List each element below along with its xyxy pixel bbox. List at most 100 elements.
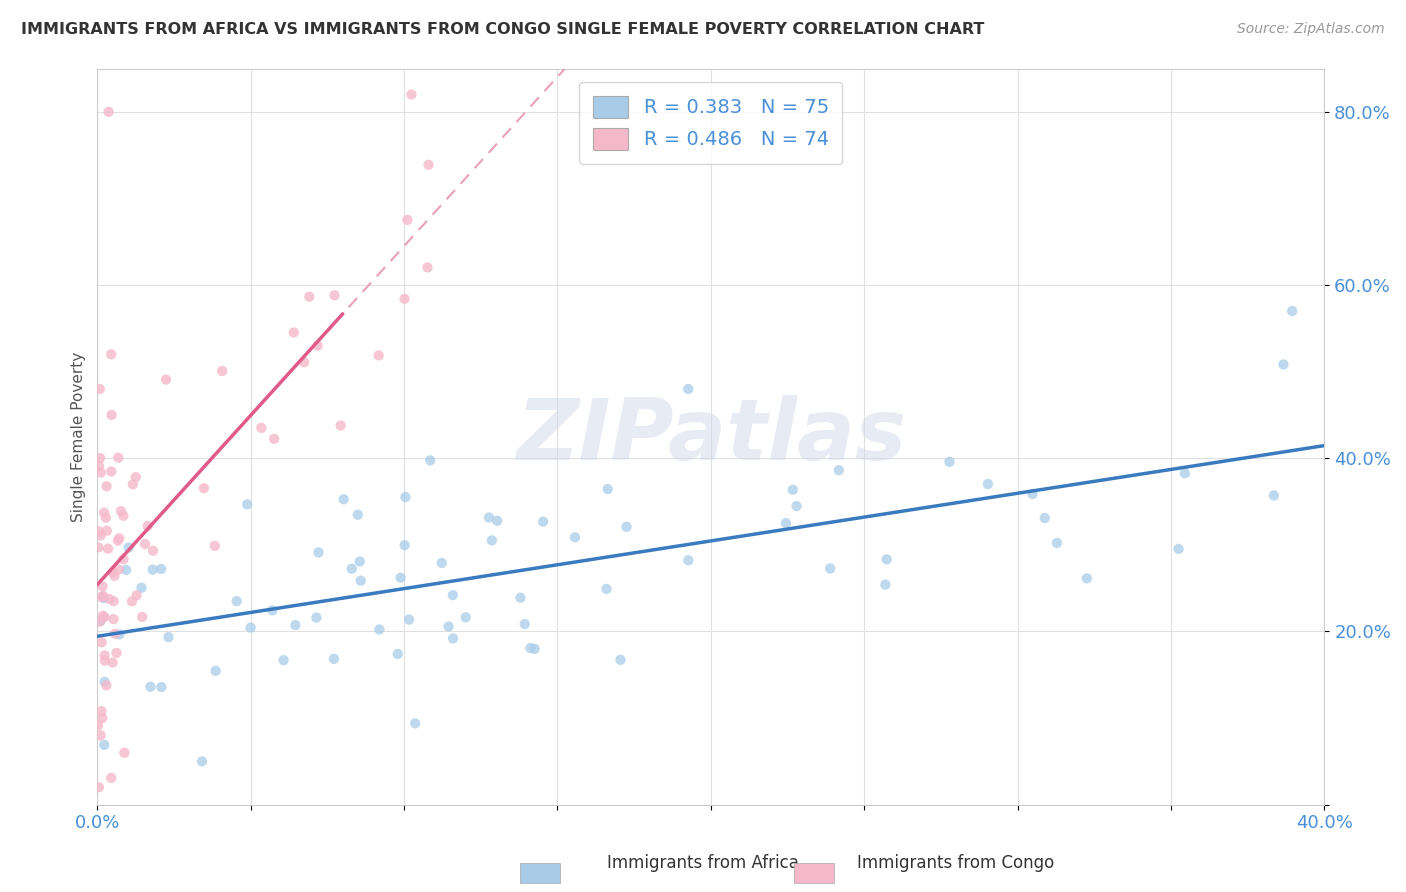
Point — [93, 506, 115, 520]
Point — [91, 711, 114, 725]
Point — [108, 531, 131, 545]
Point — [90, 528, 112, 542]
Point — [103, 612, 125, 626]
Point — [368, 623, 391, 637]
Point — [678, 382, 700, 396]
Point — [93, 654, 115, 668]
Point — [93, 738, 115, 752]
Point — [322, 652, 344, 666]
Point — [263, 432, 285, 446]
Point — [193, 481, 215, 495]
Point — [94, 510, 117, 524]
Point — [139, 680, 162, 694]
Point — [875, 577, 897, 591]
Point — [107, 533, 129, 548]
Point — [977, 477, 1000, 491]
Point — [204, 664, 226, 678]
Point — [93, 674, 115, 689]
Text: ZIPatlas: ZIPatlas — [516, 395, 905, 478]
Point — [225, 594, 247, 608]
Point — [89, 382, 111, 396]
Point — [416, 260, 439, 275]
Point — [616, 520, 638, 534]
Point — [157, 630, 180, 644]
Point — [262, 603, 284, 617]
Point — [307, 338, 329, 352]
Point — [191, 755, 214, 769]
Point — [1076, 571, 1098, 585]
Text: IMMIGRANTS FROM AFRICA VS IMMIGRANTS FROM CONGO SINGLE FEMALE POVERTY CORRELATIO: IMMIGRANTS FROM AFRICA VS IMMIGRANTS FRO… — [21, 22, 984, 37]
Point — [596, 482, 619, 496]
Point — [329, 418, 352, 433]
Point — [89, 614, 111, 628]
Point — [90, 466, 112, 480]
Point — [91, 589, 114, 603]
Point — [398, 613, 420, 627]
Point — [396, 212, 419, 227]
Point — [134, 537, 156, 551]
Point — [441, 588, 464, 602]
Point — [131, 610, 153, 624]
Point — [828, 463, 851, 477]
Point — [90, 704, 112, 718]
Point — [96, 524, 118, 538]
Point — [1272, 358, 1295, 372]
Point — [938, 455, 960, 469]
Point — [523, 641, 546, 656]
Point — [454, 610, 477, 624]
Point — [90, 590, 112, 604]
Point — [349, 554, 371, 568]
Point — [437, 619, 460, 633]
Point — [90, 635, 112, 649]
Point — [389, 571, 412, 585]
Point — [284, 618, 307, 632]
Point — [401, 87, 423, 102]
Point — [367, 349, 389, 363]
Point — [513, 617, 536, 632]
Point — [87, 780, 110, 795]
Point — [387, 647, 409, 661]
Point — [101, 656, 124, 670]
Point — [87, 458, 110, 473]
Point — [100, 347, 122, 361]
Point — [308, 545, 330, 559]
Point — [786, 499, 808, 513]
Point — [96, 479, 118, 493]
Point — [98, 591, 121, 606]
Point — [125, 470, 148, 484]
Point — [519, 641, 541, 656]
Point — [112, 552, 135, 566]
Point — [419, 453, 441, 467]
Point — [236, 497, 259, 511]
Point — [150, 562, 173, 576]
Text: Immigrants from Congo: Immigrants from Congo — [858, 855, 1054, 872]
Point — [115, 563, 138, 577]
Point — [93, 610, 115, 624]
Point — [481, 533, 503, 548]
Y-axis label: Single Female Poverty: Single Female Poverty — [72, 351, 86, 522]
Point — [1021, 487, 1043, 501]
Point — [108, 627, 131, 641]
Legend: R = 0.383   N = 75, R = 0.486   N = 74: R = 0.383 N = 75, R = 0.486 N = 74 — [579, 82, 842, 164]
Point — [305, 610, 328, 624]
Point — [441, 632, 464, 646]
Point — [564, 530, 586, 544]
Point — [394, 292, 416, 306]
Point — [775, 516, 797, 530]
Point — [239, 621, 262, 635]
Point — [100, 771, 122, 785]
Point — [131, 581, 153, 595]
Text: Source: ZipAtlas.com: Source: ZipAtlas.com — [1237, 22, 1385, 37]
Point — [87, 524, 110, 539]
Point — [486, 514, 509, 528]
Point — [418, 158, 440, 172]
Point — [818, 561, 841, 575]
Point — [136, 519, 159, 533]
Point — [93, 648, 115, 663]
Point — [478, 510, 501, 524]
Point — [107, 450, 129, 465]
Point — [117, 541, 139, 555]
Point — [273, 653, 295, 667]
Point — [122, 477, 145, 491]
Point — [125, 588, 148, 602]
